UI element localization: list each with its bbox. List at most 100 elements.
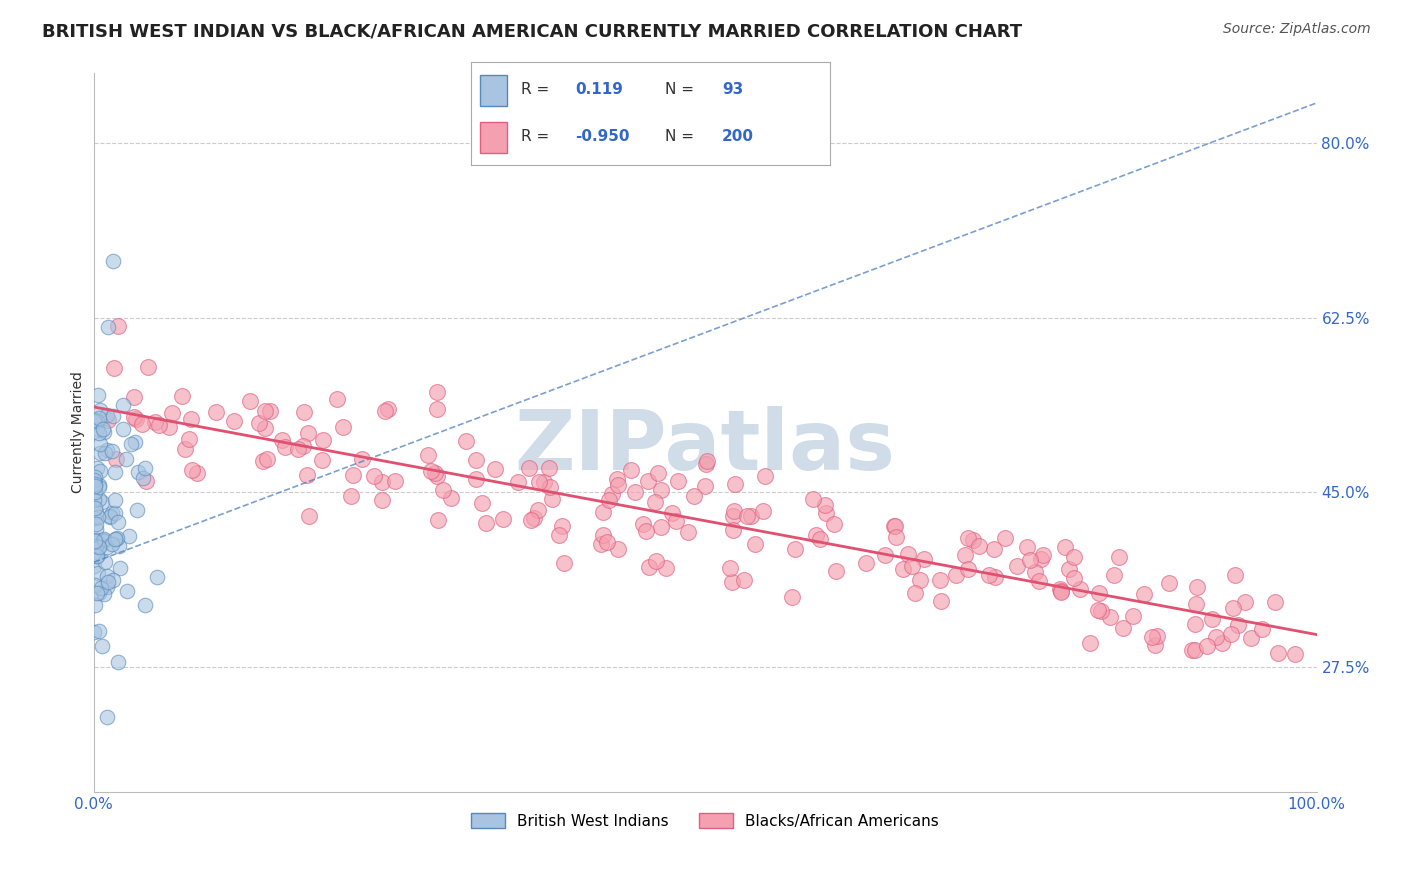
Point [89,437,111,451]
Point [96,568,118,582]
Point [146,569,169,583]
Point [135,474,157,488]
Text: N =: N = [665,82,693,97]
Point [783,542,806,557]
Point [1078,636,1101,650]
Point [259,403,281,417]
Point [1063,549,1085,564]
Point [721,574,744,589]
Point [883,519,905,533]
Point [297,468,319,483]
Point [1184,617,1206,632]
Point [492,511,515,525]
Point [945,568,967,582]
Point [104,506,127,520]
Point [90,494,112,508]
Point [600,487,623,501]
Point [253,404,276,418]
Point [86,549,108,563]
Point [721,508,744,523]
Point [89,402,111,417]
Point [1111,621,1133,635]
Point [1104,567,1126,582]
Point [100,506,122,520]
Point [1090,604,1112,618]
Point [101,409,124,424]
Point [86,549,108,564]
Point [103,360,125,375]
Point [551,518,574,533]
Point [143,415,166,429]
Point [955,548,977,562]
Point [83,476,105,491]
Point [676,525,699,540]
Point [606,472,628,486]
Point [104,465,127,479]
Point [247,416,270,430]
Point [1099,609,1122,624]
Point [186,466,208,480]
Point [148,417,170,432]
Point [1227,617,1250,632]
Point [538,480,561,494]
Point [636,524,658,538]
Text: 200: 200 [723,129,754,145]
Point [873,549,896,563]
Point [420,464,443,478]
Point [912,552,935,566]
Point [426,468,449,483]
Point [84,505,107,519]
Point [723,504,745,518]
Point [371,475,394,490]
Point [374,404,396,418]
Point [101,254,124,268]
Point [87,624,110,638]
Point [93,532,115,546]
Point [107,655,129,669]
Point [124,435,146,450]
Point [87,586,110,600]
Point [519,513,541,527]
Point [1181,642,1204,657]
Point [254,420,277,434]
Point [107,319,129,334]
Point [804,528,827,542]
Point [91,422,114,436]
Point [1195,639,1218,653]
Point [650,483,672,498]
Point [96,412,118,426]
Point [287,442,309,456]
Point [440,491,463,505]
Point [83,534,105,549]
Point [884,530,907,544]
Point [162,406,184,420]
Point [904,586,927,600]
Point [1054,541,1077,555]
Point [105,531,128,545]
Text: N =: N = [665,129,693,145]
Point [1049,583,1071,598]
Point [891,562,914,576]
Point [464,472,486,486]
Point [83,559,105,574]
Point [432,483,454,497]
Point [808,532,831,546]
Point [100,536,122,550]
Point [426,384,449,399]
Point [855,556,877,570]
Point [541,492,564,507]
Point [465,453,488,467]
Point [631,517,654,532]
Point [471,496,494,510]
Point [596,535,619,549]
Point [592,504,614,518]
Text: BRITISH WEST INDIAN VS BLACK/AFRICAN AMERICAN CURRENTLY MARRIED CORRELATION CHAR: BRITISH WEST INDIAN VS BLACK/AFRICAN AME… [42,22,1022,40]
Point [87,492,110,507]
Point [101,444,124,458]
Point [340,489,363,503]
Point [553,556,575,570]
Point [87,478,110,492]
Point [1159,576,1181,591]
Point [527,502,550,516]
Point [1211,636,1233,650]
